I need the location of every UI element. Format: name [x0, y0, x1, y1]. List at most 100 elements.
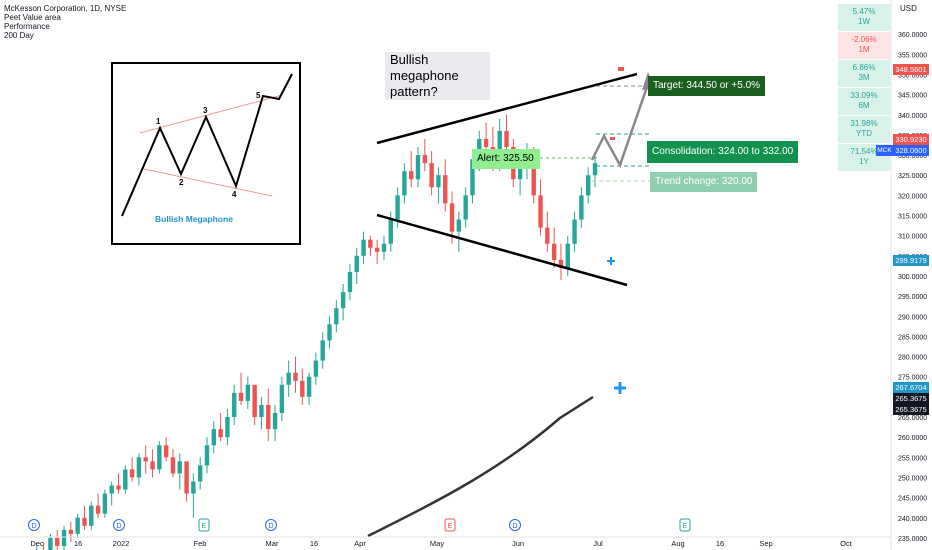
- candle-body: [538, 195, 543, 228]
- candle-body: [354, 255, 359, 272]
- x-tick-label: May: [430, 539, 444, 548]
- y-tick-label: 285.0000: [898, 334, 927, 341]
- svg-text:D: D: [116, 523, 121, 530]
- candle-body: [585, 175, 591, 196]
- performance-value: 31.98%: [850, 119, 878, 128]
- candle-body: [361, 239, 366, 256]
- inset-point-5: 5: [256, 91, 261, 100]
- candle-body: [252, 384, 257, 418]
- performance-cell: 5.47% 1W: [838, 4, 890, 31]
- x-tick-label: Jul: [593, 539, 603, 548]
- candle-body: [157, 445, 162, 470]
- price-tag-red: 348.5601: [893, 64, 929, 75]
- candle-body: [470, 159, 475, 196]
- x-tick-label: Apr: [354, 539, 366, 548]
- svg-text:D: D: [268, 523, 273, 530]
- candle-body: [89, 505, 94, 526]
- y-tick-label: 300.0000: [898, 274, 927, 281]
- y-tick-label: 350.0000: [898, 72, 927, 79]
- projection-path: [590, 83, 650, 169]
- candle-body: [177, 461, 182, 474]
- blue-plus-icon: [607, 257, 615, 265]
- candle-body: [197, 465, 203, 482]
- candle-body: [129, 469, 135, 478]
- candle-body: [272, 412, 278, 430]
- candle-body: [123, 469, 128, 490]
- y-tick-label: 315.0000: [898, 214, 927, 221]
- candle-body: [116, 485, 121, 490]
- candle-body: [592, 163, 598, 176]
- dividend-event-marker[interactable]: D: [28, 519, 40, 531]
- inset-caption: Bullish Megaphone: [155, 214, 233, 224]
- candle-body: [334, 308, 339, 325]
- candle-body: [429, 163, 434, 188]
- x-tick-label: Feb: [194, 539, 207, 548]
- y-tick-label: 320.0000: [898, 193, 927, 200]
- alert-label: Alert: 325.50: [472, 149, 540, 169]
- price-tag-blue: 299.9179: [893, 255, 929, 266]
- red-marker-2: [610, 137, 615, 140]
- x-tick-label: Dec: [30, 539, 44, 548]
- dividend-event-marker[interactable]: D: [265, 519, 277, 531]
- candle-body: [347, 271, 353, 293]
- svg-text:E: E: [202, 523, 207, 530]
- blue-plus-icon-2: [614, 382, 626, 394]
- megaphone-lower-trendline: [376, 213, 628, 287]
- performance-period: 3M: [858, 73, 870, 82]
- candle-body: [61, 529, 67, 546]
- inset-point-4: 4: [232, 190, 237, 199]
- dividend-event-marker[interactable]: D: [509, 519, 521, 531]
- performance-period: YTD: [856, 129, 872, 138]
- price-tag-black-2: 265.3675: [893, 404, 929, 415]
- candle-body: [225, 417, 230, 438]
- candle-body: [163, 445, 169, 458]
- candle-body: [531, 155, 536, 196]
- earnings-event-marker[interactable]: E: [679, 518, 691, 532]
- y-tick-label: 245.0000: [898, 496, 927, 503]
- dividend-event-marker[interactable]: D: [113, 519, 125, 531]
- x-axis: Dec 16 2022 Feb Mar 16 Apr May Jun Jul Aug 16 Sep Oct: [0, 536, 891, 548]
- drawings: [367, 67, 655, 538]
- y-tick-label: 360.0000: [898, 32, 927, 39]
- candle-body: [170, 457, 176, 474]
- svg-text:E: E: [448, 523, 453, 530]
- y-tick-label: 340.0000: [898, 113, 927, 120]
- x-tick-label: Jun: [512, 539, 524, 548]
- inset-point-1: 1: [156, 117, 161, 126]
- earnings-event-marker[interactable]: E: [198, 518, 210, 532]
- inset-point-3: 3: [203, 106, 208, 115]
- candle-body: [68, 529, 74, 534]
- performance-cell: 6.86% 3M: [838, 60, 890, 87]
- performance-period: 1M: [858, 45, 870, 54]
- candle-body: [306, 376, 312, 397]
- performance-value: 6.86%: [852, 63, 876, 72]
- candle-body: [422, 155, 428, 164]
- candle-body: [313, 360, 319, 377]
- candle-body: [300, 380, 305, 397]
- candle-body: [340, 292, 346, 309]
- candle-body: [191, 481, 196, 494]
- performance-cell: 31.98% YTD: [838, 116, 890, 143]
- svg-text:D: D: [31, 523, 36, 530]
- candle-body: [102, 493, 108, 514]
- candle-body: [238, 392, 244, 401]
- red-marker: [618, 67, 624, 71]
- candle-body: [143, 457, 148, 462]
- candle-body: [449, 203, 455, 232]
- x-tick-label: 16: [74, 539, 82, 548]
- candle-body: [55, 537, 60, 546]
- y-tick-label: 325.0000: [898, 173, 927, 180]
- svg-text:E: E: [683, 523, 688, 530]
- x-tick-label: 2022: [113, 539, 130, 548]
- price-tag-blue-2: 267.6704: [893, 382, 929, 393]
- y-tick-label: 275.0000: [898, 375, 927, 382]
- candle-body: [415, 155, 421, 180]
- performance-period: 6M: [858, 101, 870, 110]
- candle-body: [381, 243, 387, 252]
- candle-body: [579, 195, 584, 220]
- candle-body: [572, 219, 577, 244]
- performance-period: 1Y: [859, 157, 869, 166]
- earnings-event-marker[interactable]: E: [444, 518, 456, 532]
- y-tick-label: 310.0000: [898, 234, 927, 241]
